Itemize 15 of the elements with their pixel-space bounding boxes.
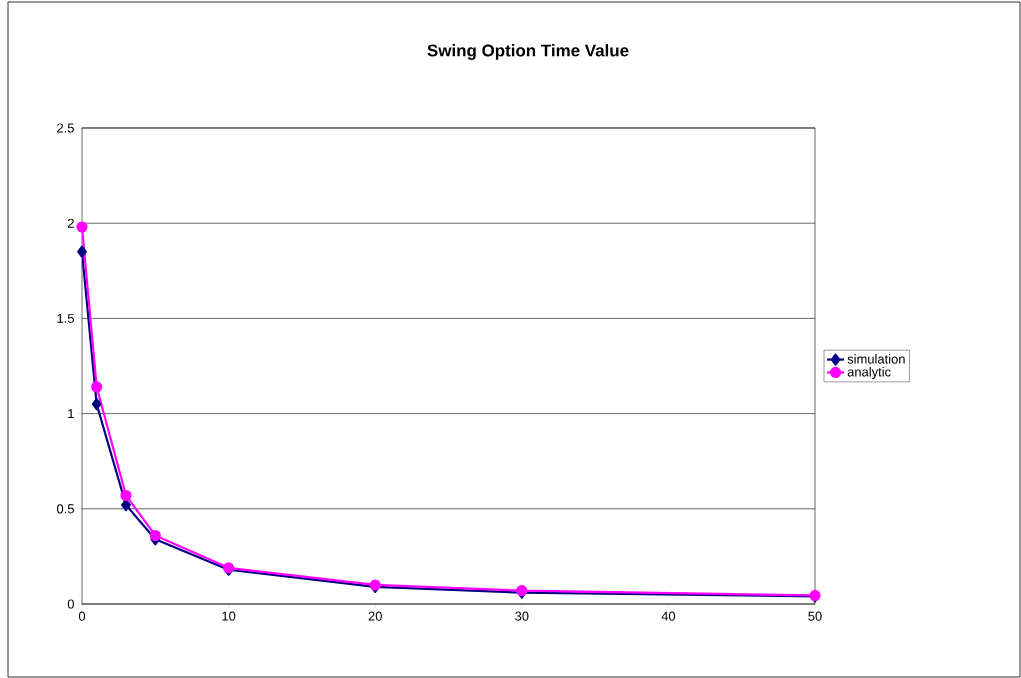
y-tick-label: 2.5	[57, 123, 74, 133]
y-tick-label: 0	[67, 599, 74, 609]
legend-label: analytic	[847, 366, 891, 380]
x-tick-label: 50	[808, 611, 822, 621]
x-tick-label: 0	[78, 611, 86, 621]
x-tick-label: 40	[661, 611, 676, 621]
y-tick-label: 2	[67, 218, 74, 228]
y-tick-label: 1.5	[57, 313, 74, 323]
x-tick-label: 20	[368, 611, 382, 621]
legend-label: simulation	[847, 354, 905, 364]
x-tick-label: 10	[222, 611, 236, 621]
y-tick-label: 0.5	[56, 504, 74, 514]
y-tick-label: 1	[68, 409, 74, 419]
x-tick-label: 30	[515, 611, 529, 621]
chart-title: Swing Option Time Value	[427, 44, 629, 60]
